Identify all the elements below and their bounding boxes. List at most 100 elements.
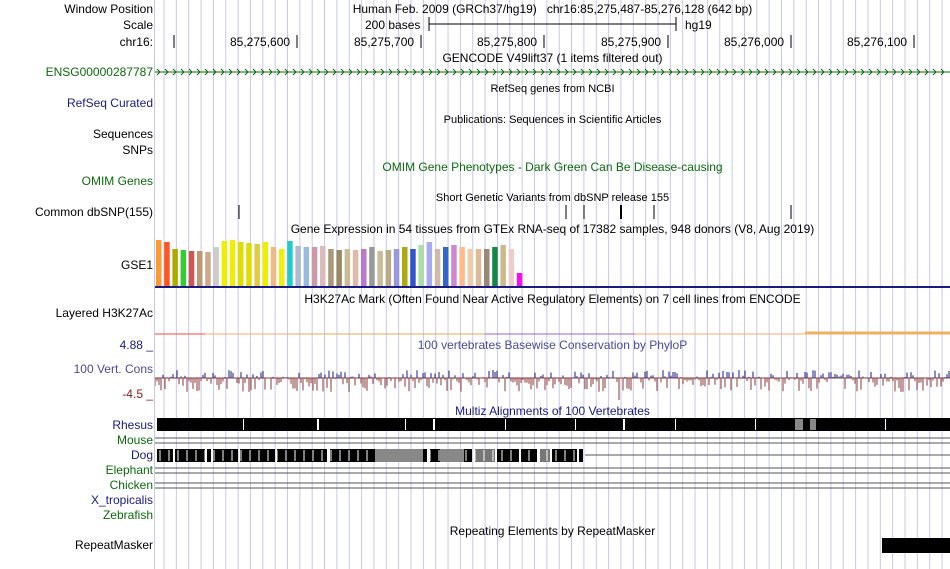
gtex-tissue-bar[interactable] (410, 249, 416, 287)
gtex-tissue-bar[interactable] (426, 242, 433, 287)
track-label-refseq[interactable]: RefSeq Curated (66, 96, 153, 110)
gtex-tissue-bar[interactable] (434, 249, 441, 287)
gtex-tissue-bar[interactable] (369, 247, 375, 287)
strand-chevron (572, 68, 577, 76)
gtex-tissue-bar[interactable] (262, 242, 269, 287)
dbsnp-variants[interactable] (238, 205, 792, 219)
gtex-tissue-bar[interactable] (197, 251, 203, 287)
gtex-expression-bars[interactable] (156, 240, 523, 287)
track-label-repeatmasker[interactable]: RepeatMasker (74, 538, 153, 552)
refseq-track-title[interactable]: RefSeq genes from NCBI (490, 83, 615, 95)
multiz-alignment-rows[interactable] (155, 418, 950, 489)
strand-chevron (260, 68, 265, 76)
gene-feature-ensg[interactable] (155, 68, 950, 76)
gtex-tissue-bar[interactable] (475, 249, 482, 287)
track-label-dbsnp[interactable]: Common dbSNP(155) (34, 205, 153, 219)
gtex-tissue-bar[interactable] (229, 240, 236, 287)
gtex-tissue-bar[interactable] (279, 249, 285, 287)
gtex-tissue-bar[interactable] (205, 252, 211, 287)
gtex-tissue-bar[interactable] (385, 250, 392, 287)
multiz-track-title[interactable]: Multiz Alignments of 100 Vertebrates (455, 404, 650, 418)
gtex-tissue-bar[interactable] (287, 241, 293, 287)
strand-chevron (628, 68, 633, 76)
gtex-tissue-bar[interactable] (270, 247, 277, 287)
gtex-tissue-bar[interactable] (377, 251, 383, 287)
gtex-tissue-bar[interactable] (402, 247, 408, 287)
gtex-tissue-bar[interactable] (328, 249, 334, 287)
gtex-tissue-bar[interactable] (238, 242, 244, 287)
gtex-tissue-bar[interactable] (246, 243, 252, 287)
strand-chevron (348, 68, 353, 76)
gtex-tissue-bar[interactable] (254, 244, 260, 287)
scale-bar-label: 200 bases (365, 18, 421, 32)
alignment-block (527, 449, 537, 462)
track-label-h3k27ac[interactable]: Layered H3K27Ac (55, 306, 153, 320)
gtex-tissue-bar[interactable] (188, 251, 195, 287)
species-label-dog[interactable]: Dog (130, 448, 153, 462)
track-label-gse1[interactable]: GSE1 (120, 258, 153, 272)
gtex-tissue-bar[interactable] (303, 247, 310, 287)
gtex-tissue-bar[interactable] (344, 249, 351, 287)
repeat-element[interactable] (882, 538, 950, 553)
gtex-tissue-bar[interactable] (164, 242, 170, 287)
gtex-tissue-bar[interactable] (418, 245, 424, 287)
ruler-tick-label: 85,275,600 (230, 35, 291, 49)
strand-chevron (868, 68, 873, 76)
alignment-gap (795, 419, 803, 430)
strand-chevron (380, 68, 385, 76)
track-label-snps[interactable]: SNPs (122, 143, 153, 157)
alignment-gap (317, 419, 319, 430)
strand-chevron (188, 68, 193, 76)
track-label-sequences[interactable]: Sequences (92, 127, 153, 141)
gtex-tissue-bar[interactable] (393, 249, 400, 287)
gene-label-ensg[interactable]: ENSG00000287787 (45, 65, 153, 79)
gtex-tissue-bar[interactable] (484, 249, 490, 287)
gtex-tissue-bar[interactable] (156, 240, 162, 287)
strand-chevron (372, 68, 377, 76)
gtex-tissue-bar[interactable] (508, 249, 515, 287)
species-label-xtropicalis[interactable]: X_tropicalis (90, 493, 153, 507)
repeatmasker-track-title[interactable]: Repeating Elements by RepeatMasker (449, 524, 656, 538)
gtex-tissue-bar[interactable] (516, 273, 523, 287)
strand-chevron (940, 68, 945, 76)
h3k27ac-signal[interactable] (155, 331, 950, 335)
gtex-tissue-bar[interactable] (443, 247, 449, 287)
gtex-tissue-bar[interactable] (295, 246, 301, 287)
gtex-tissue-bar[interactable] (336, 250, 342, 287)
h3k27ac-track-title[interactable]: H3K27Ac Mark (Often Found Near Active Re… (304, 292, 801, 306)
alignment-block (375, 449, 423, 462)
phylop-conservation-plot[interactable] (155, 370, 950, 400)
phylop-track-title[interactable]: 100 vertebrates Basewise Conservation by… (417, 338, 688, 352)
gtex-tissue-bar[interactable] (451, 245, 457, 287)
track-image-area[interactable]: Human Feb. 2009 (GRCh37/hg19) chr16:85,2… (155, 0, 950, 569)
gencode-track-title[interactable]: GENCODE V49lift37 (1 items filtered out) (442, 51, 663, 65)
publications-track-title[interactable]: Publications: Sequences in Scientific Ar… (443, 114, 662, 126)
track-label-cons[interactable]: 100 Vert. Cons (73, 362, 153, 376)
gtex-tissue-bar[interactable] (500, 245, 506, 287)
species-label-rhesus[interactable]: Rhesus (112, 418, 153, 432)
species-label-chicken[interactable]: Chicken (109, 478, 153, 492)
gtex-tissue-bar[interactable] (311, 247, 318, 287)
strand-chevron (796, 68, 801, 76)
strand-chevron (284, 68, 289, 76)
gtex-tissue-bar[interactable] (352, 250, 359, 287)
omim-track-title[interactable]: OMIM Gene Phenotypes - Dark Green Can Be… (382, 160, 723, 174)
strand-chevron (156, 68, 161, 76)
gtex-tissue-bar[interactable] (492, 247, 498, 287)
track-label-omim[interactable]: OMIM Genes (81, 174, 153, 188)
strand-chevron (300, 68, 305, 76)
gtex-tissue-bar[interactable] (320, 246, 326, 287)
species-label-elephant[interactable]: Elephant (105, 463, 153, 477)
gtex-track-title[interactable]: Gene Expression in 54 tissues from GTEx … (290, 222, 815, 236)
gtex-tissue-bar[interactable] (467, 249, 474, 287)
species-label-zebrafish[interactable]: Zebrafish (102, 508, 153, 522)
gtex-tissue-bar[interactable] (172, 249, 178, 287)
dbsnp-track-title[interactable]: Short Genetic Variants from dbSNP releas… (435, 192, 670, 204)
gtex-tissue-bar[interactable] (221, 241, 228, 287)
strand-chevron (652, 68, 657, 76)
gtex-tissue-bar[interactable] (361, 249, 367, 287)
gtex-tissue-bar[interactable] (180, 250, 187, 287)
gtex-tissue-bar[interactable] (213, 247, 219, 287)
species-label-mouse[interactable]: Mouse (116, 433, 153, 447)
gtex-tissue-bar[interactable] (459, 247, 465, 287)
